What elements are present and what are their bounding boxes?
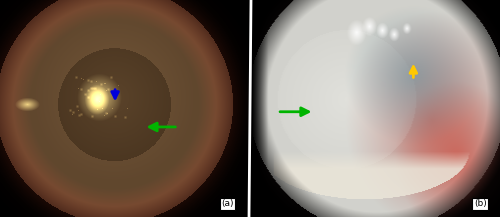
Text: (b): (b) [474,199,486,208]
Text: (a): (a) [222,199,234,208]
